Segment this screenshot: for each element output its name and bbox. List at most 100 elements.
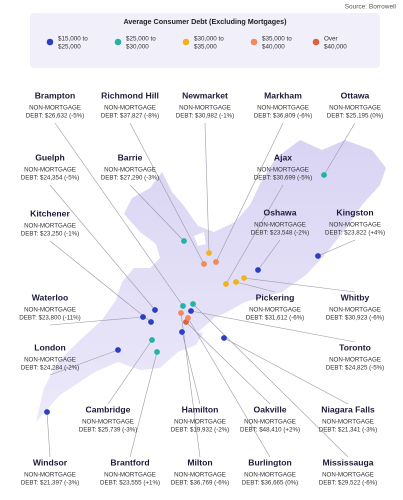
debt-type: NON-MORTGAGE [329, 357, 381, 364]
city-name: Waterloo [32, 292, 68, 302]
city-dot [181, 238, 187, 244]
city-name: Newmarket [182, 90, 228, 100]
leader-line [46, 411, 51, 458]
debt-value: DEBT: $26,632 (-5%) [26, 113, 84, 120]
debt-type: NON-MORTGAGE [104, 167, 156, 174]
city-name: Kitchener [30, 208, 70, 218]
city-dot [206, 250, 212, 256]
debt-value: DEBT: $24,284 (-2%) [21, 365, 79, 372]
leader-line [180, 312, 201, 458]
legend-swatch [182, 38, 190, 46]
debt-type: NON-MORTGAGE [179, 105, 231, 112]
debt-value: DEBT: $24,825 (-5%) [326, 365, 384, 372]
city-dot [255, 267, 261, 273]
city-name: Whitby [341, 292, 370, 302]
lake-simcoe [194, 232, 206, 246]
city-dot [223, 281, 229, 287]
leader-line [257, 239, 281, 271]
leader-line [54, 122, 184, 307]
legend-label: $40,000 [262, 44, 285, 51]
debt-value: DEBT: $23,250 (-1%) [21, 231, 79, 238]
city-dot [201, 261, 207, 267]
city-name: Barrie [118, 152, 143, 162]
debt-type: NON-MORTGAGE [82, 419, 134, 426]
city-name: London [34, 342, 66, 352]
debt-value: DEBT: $29,522 (-6%) [319, 480, 377, 487]
legend-swatch [250, 38, 258, 46]
debt-value: DEBT: $25,195 (0%) [327, 113, 383, 120]
city-dot [315, 253, 321, 259]
legend-swatch [46, 38, 54, 46]
city-dot [233, 279, 239, 285]
city-name: Richmond Hill [101, 90, 159, 100]
city-dot [115, 347, 121, 353]
legend-label: Over [324, 36, 338, 43]
city-dots [44, 172, 327, 415]
city-dot [178, 310, 184, 316]
city-name: Kingston [336, 207, 373, 217]
leader-line [129, 122, 205, 265]
leader-line [129, 351, 158, 458]
leader-line [323, 122, 356, 176]
debt-value: DEBT: $23,555 (+1%) [100, 480, 160, 487]
city-name: Toronto [339, 342, 371, 352]
legend-label: $25,000 to [126, 36, 156, 43]
leader-line [49, 240, 152, 323]
debt-type: NON-MORTGAGE [104, 472, 156, 479]
debt-type: NON-MORTGAGE [249, 307, 301, 314]
debt-value: DEBT: $25,739 (-3%) [79, 427, 137, 434]
city-name: Niagara Falls [321, 404, 375, 414]
leader-line [317, 239, 356, 257]
debt-type: NON-MORTGAGE [329, 105, 381, 112]
debt-type: NON-MORTGAGE [174, 472, 226, 479]
leader-line [49, 184, 156, 311]
leader-line [187, 317, 271, 458]
city-name: Milton [187, 457, 212, 467]
debt-type: NON-MORTGAGE [244, 472, 296, 479]
leader-line [185, 321, 271, 405]
city-name: Mississauga [322, 457, 373, 467]
debt-type: NON-MORTGAGE [24, 357, 76, 364]
legend-label: $35,000 to [262, 36, 292, 43]
debt-value: DEBT: $23,822 (+4%) [325, 230, 385, 237]
leader-line [225, 184, 284, 285]
city-dot [321, 172, 327, 178]
leader-line [107, 339, 153, 405]
city-name: Ajax [274, 152, 292, 162]
city-name: Burlington [248, 457, 291, 467]
city-dot [140, 314, 146, 320]
city-dot [241, 275, 247, 281]
city-name: Brantford [110, 457, 149, 467]
legend-box [30, 13, 380, 68]
source: Source: Borrowell [345, 4, 397, 11]
debt-value: DEBT: $30,699 (-5%) [254, 175, 312, 182]
leader-line [49, 349, 119, 376]
legend-label: $40,000 [324, 44, 347, 51]
debt-value: DEBT: $30,923 (-6%) [326, 315, 384, 322]
city-dot [185, 315, 191, 321]
debt-type: NON-MORTGAGE [322, 419, 374, 426]
legend-swatch [312, 38, 320, 46]
debt-value: DEBT: $37,827 (-8%) [101, 113, 159, 120]
leader-line [215, 122, 284, 263]
legend-swatch [114, 38, 122, 46]
city-name: Ottawa [341, 90, 370, 100]
legend-label: $30,000 to [194, 36, 224, 43]
legend-label: $30,000 [126, 44, 149, 51]
city-dot [188, 308, 194, 314]
city-name: Markham [264, 90, 302, 100]
debt-type: NON-MORTGAGE [24, 307, 76, 314]
city-dot [190, 301, 196, 307]
debt-value: DEBT: $27,290 (-3%) [101, 175, 159, 182]
city-dot [152, 307, 158, 313]
debt-value: DEBT: $36,809 (-6%) [254, 113, 312, 120]
legend-title: Average Consumer Debt (Excluding Mortgag… [123, 17, 287, 26]
debt-type: NON-MORTGAGE [24, 167, 76, 174]
city-name: Pickering [256, 292, 295, 302]
debt-type: NON-MORTGAGE [329, 307, 381, 314]
city-name: Brampton [35, 90, 76, 100]
leader-line [190, 310, 356, 343]
leader-line [235, 281, 276, 293]
legend-label: $25,000 [58, 44, 81, 51]
